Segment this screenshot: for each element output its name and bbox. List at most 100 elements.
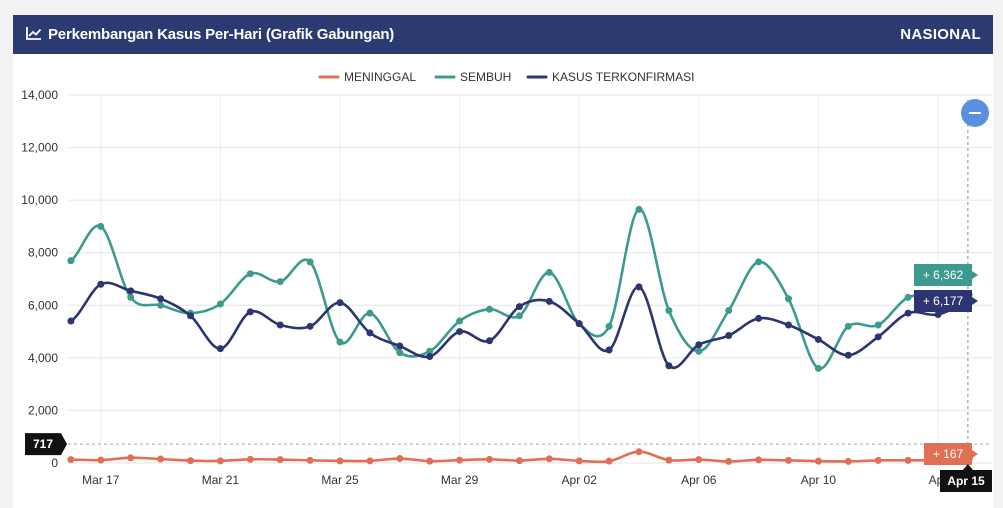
data-point — [515, 457, 523, 465]
x-tick-label: Apr 10 — [801, 473, 837, 487]
data-point — [785, 456, 792, 464]
data-point — [695, 341, 703, 349]
data-point — [575, 320, 583, 328]
data-point — [874, 456, 882, 464]
data-point — [605, 346, 613, 354]
data-point — [67, 317, 75, 325]
x-tick-label: Apr 02 — [562, 473, 598, 487]
data-point — [246, 270, 254, 278]
y-tick-label: 4,000 — [28, 351, 58, 365]
tooltip-box — [924, 443, 978, 465]
data-point — [635, 283, 643, 291]
tooltip-text: + 167 — [933, 447, 964, 461]
chart-header: Perkembangan Kasus Per-Hari (Grafik Gabu… — [13, 15, 993, 54]
series-sembuh — [67, 205, 975, 372]
data-point — [187, 457, 194, 465]
tooltip-sembuh: + 6,362 — [914, 264, 978, 286]
legend-item-kasus[interactable]: KASUS TERKONFIRMASI — [526, 70, 694, 84]
legend-label: SEMBUH — [460, 70, 511, 84]
chart-panel — [13, 54, 993, 508]
data-point — [725, 457, 733, 465]
data-point — [127, 454, 135, 462]
series-line-sembuh — [68, 208, 968, 370]
y-tick-label: 14,000 — [21, 88, 58, 102]
x-tick-label: Apr 06 — [681, 473, 717, 487]
tooltip-text: + 6,362 — [923, 268, 964, 282]
data-point — [665, 307, 673, 315]
series-lines — [67, 205, 975, 466]
data-point — [695, 347, 703, 355]
data-point — [844, 457, 852, 465]
data-point — [366, 329, 374, 337]
data-point — [97, 456, 105, 464]
data-point — [545, 455, 553, 463]
data-point — [187, 312, 194, 320]
zoom-out-button[interactable] — [961, 99, 989, 127]
data-point — [426, 457, 434, 465]
data-point — [755, 314, 763, 322]
data-point — [456, 317, 464, 325]
data-point — [755, 456, 763, 464]
data-point — [814, 364, 822, 372]
data-point — [665, 456, 673, 464]
data-point — [216, 300, 224, 308]
data-point — [396, 349, 404, 357]
data-point — [545, 268, 553, 276]
data-point — [844, 351, 852, 359]
y-tick-label: 10,000 — [21, 193, 58, 207]
data-point — [306, 258, 314, 266]
y-axis: 14,000 12,000 10,000 8,000 6,000 4,000 2,000 0 — [21, 88, 58, 470]
line-chart-icon — [26, 26, 42, 44]
data-point — [725, 332, 733, 340]
data-point — [605, 322, 613, 330]
legend-item-sembuh[interactable]: SEMBUH — [434, 70, 511, 84]
tooltip-meninggal: + 167 — [924, 443, 978, 465]
data-point — [725, 307, 733, 315]
legend-item-meninggal[interactable]: MENINGGAL — [318, 70, 416, 84]
data-point — [306, 322, 314, 330]
data-point — [515, 312, 523, 320]
data-point — [246, 308, 254, 316]
x-tick-label: Mar 25 — [321, 473, 359, 487]
x-tick-label: Mar 17 — [82, 473, 120, 487]
y-tick-label: 6,000 — [28, 298, 58, 312]
data-point — [695, 456, 703, 464]
data-point — [545, 297, 553, 305]
tooltip-box — [914, 290, 978, 312]
x-tick-label: Mar 29 — [441, 473, 479, 487]
data-point — [216, 345, 224, 353]
data-point — [904, 293, 912, 301]
crosshair-y-box — [25, 433, 67, 456]
data-point — [216, 457, 224, 465]
y-tick-label: 12,000 — [21, 141, 58, 155]
series-line-meninggal — [68, 450, 968, 464]
data-point — [127, 287, 135, 295]
data-point — [426, 347, 434, 355]
data-point — [396, 455, 404, 463]
legend-label: KASUS TERKONFIRMASI — [552, 70, 694, 84]
data-point — [755, 258, 763, 266]
data-point — [486, 337, 493, 345]
data-point — [97, 222, 105, 230]
tooltip-box — [914, 264, 978, 286]
data-point — [904, 309, 912, 317]
data-point — [276, 321, 284, 329]
data-point — [635, 448, 643, 456]
data-point — [844, 322, 852, 330]
data-point — [874, 333, 882, 341]
data-point — [276, 278, 284, 286]
tooltip-kasus: + 6,177 — [914, 290, 978, 312]
data-point — [665, 362, 673, 370]
x-tick-label: Mar 21 — [202, 473, 240, 487]
data-point — [575, 457, 583, 465]
data-point — [366, 309, 374, 317]
data-point — [67, 456, 75, 464]
data-point — [336, 299, 344, 307]
crosshair-date-box — [940, 464, 992, 492]
data-point — [97, 280, 105, 288]
data-point — [515, 303, 523, 311]
region-label[interactable]: NASIONAL — [900, 26, 981, 43]
y-tick-label: 8,000 — [28, 246, 58, 260]
header-left: Perkembangan Kasus Per-Hari (Grafik Gabu… — [26, 26, 394, 44]
